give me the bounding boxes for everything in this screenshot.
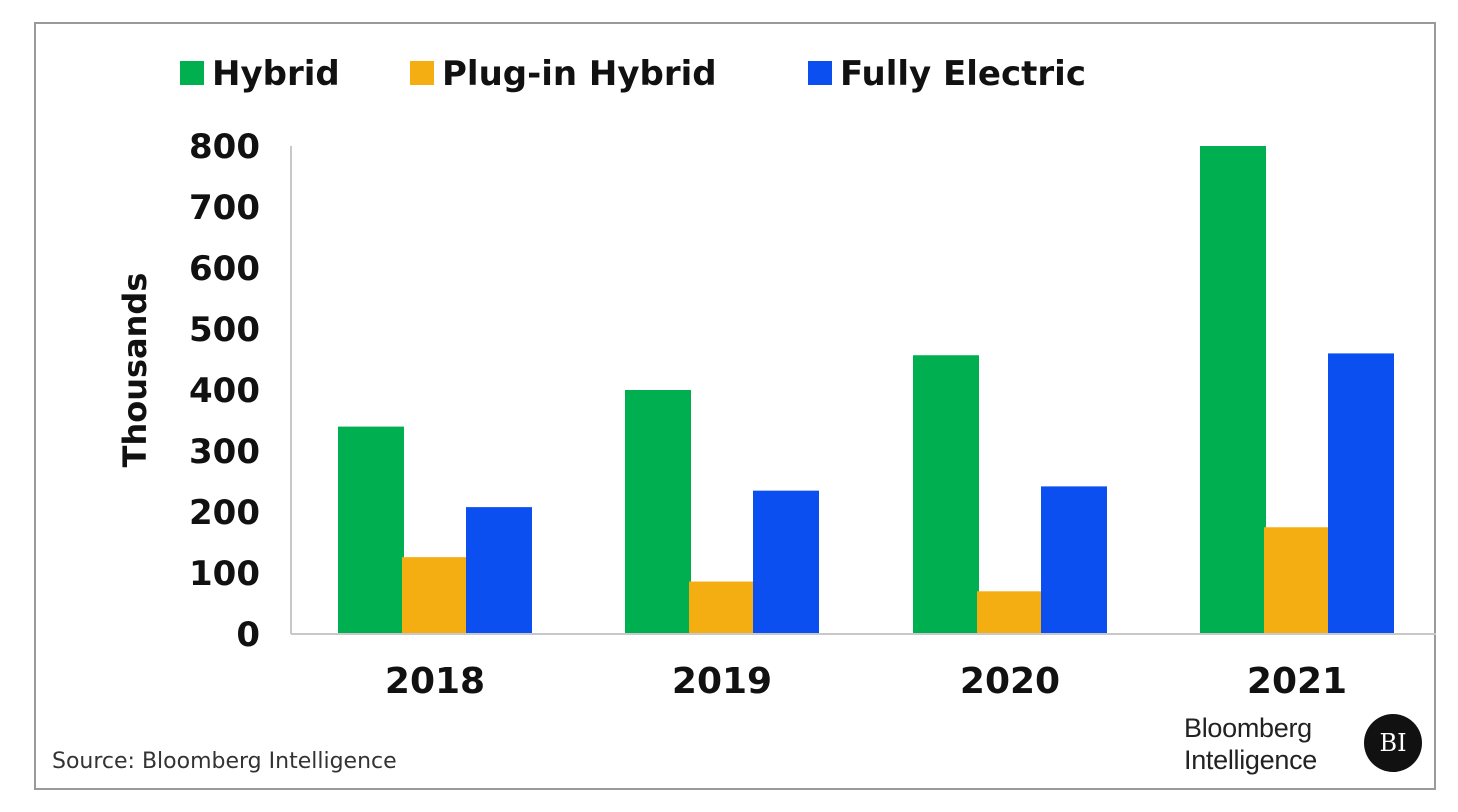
y-tick-label: 700 (189, 188, 260, 228)
bi-badge-icon: BI (1364, 714, 1422, 772)
bar-plug-in-hybrid-2018 (402, 557, 468, 634)
axes (290, 146, 1436, 635)
y-tick-label: 400 (189, 371, 260, 411)
bars (338, 146, 1394, 634)
legend-swatch (410, 61, 434, 85)
legend: Hybrid Plug-in Hybrid Fully Electric (180, 54, 1086, 94)
bar-plug-in-hybrid-2019 (689, 581, 755, 634)
y-tick-label: 0 (236, 615, 260, 655)
y-tick-label: 500 (189, 310, 260, 350)
legend-swatch (808, 61, 832, 85)
legend-label: Hybrid (212, 54, 340, 94)
y-tick-label: 300 (189, 432, 260, 472)
legend-label: Fully Electric (840, 54, 1086, 94)
bar-hybrid-2021 (1200, 146, 1266, 634)
legend-item-2: Fully Electric (808, 54, 1086, 94)
y-tick-label: 800 (189, 127, 260, 167)
x-axis-ticks: 2018 2019 2020 2021 (385, 661, 1347, 702)
logo-line-1: Bloomberg (1184, 713, 1312, 743)
y-tick-label: 600 (189, 249, 260, 289)
bloomberg-intelligence-logo: Bloomberg Intelligence (1184, 712, 1317, 776)
bar-fully-electric-2019 (753, 490, 819, 634)
logo-line-2: Intelligence (1184, 745, 1317, 775)
x-tick-label: 2020 (960, 661, 1060, 702)
y-tick-label: 200 (189, 493, 260, 533)
bar-hybrid-2020 (913, 355, 979, 634)
bar-fully-electric-2021 (1328, 353, 1394, 634)
legend-label: Plug-in Hybrid (442, 54, 717, 94)
y-axis-ticks: 0 100 200 300 400 500 600 700 800 (189, 127, 260, 655)
bar-plug-in-hybrid-2021 (1264, 527, 1330, 634)
legend-item-0: Hybrid (180, 54, 340, 94)
bar-fully-electric-2018 (466, 507, 532, 634)
y-axis-label: Thousands (116, 273, 154, 468)
bar-hybrid-2018 (338, 426, 404, 634)
x-tick-label: 2021 (1247, 661, 1347, 702)
bar-fully-electric-2020 (1041, 486, 1107, 634)
x-tick-label: 2019 (672, 661, 772, 702)
bar-plug-in-hybrid-2020 (977, 591, 1043, 634)
x-tick-label: 2018 (385, 661, 485, 702)
bar-hybrid-2019 (625, 390, 691, 634)
legend-swatch (180, 61, 204, 85)
y-tick-label: 100 (189, 554, 260, 594)
source-note: Source: Bloomberg Intelligence (52, 749, 397, 774)
legend-item-1: Plug-in Hybrid (410, 54, 717, 94)
